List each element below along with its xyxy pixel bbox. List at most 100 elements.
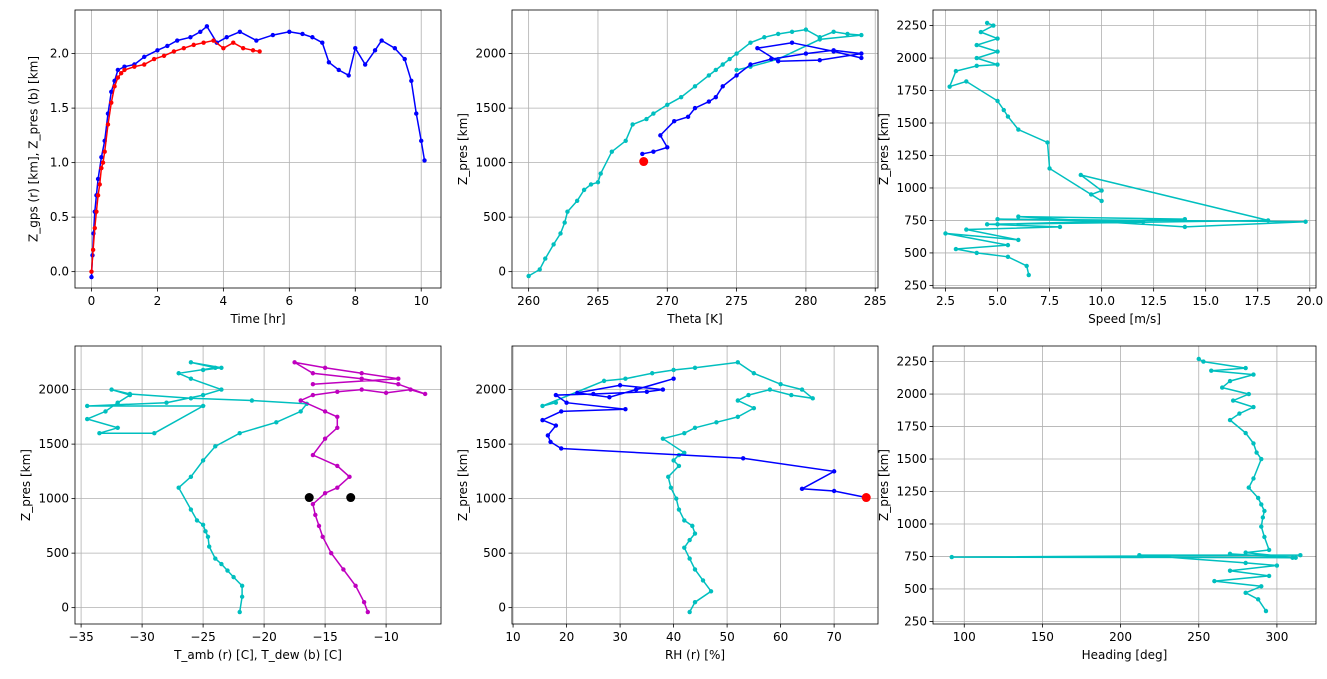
data-point [422, 158, 427, 163]
series-line [90, 25, 426, 278]
y-tick-label: 250 [904, 278, 927, 292]
data-point [188, 474, 194, 480]
data-point [651, 111, 656, 116]
data-point [221, 45, 226, 51]
data-point [551, 242, 556, 247]
y-tick-label: 1000 [896, 181, 927, 195]
data-point [335, 463, 340, 469]
data-point [151, 56, 157, 62]
y-axis-label: Z_pres [km] [877, 449, 891, 521]
x-axis-label: RH (r) [%] [665, 648, 725, 662]
data-point [633, 387, 639, 392]
data-point [540, 417, 545, 423]
data-point [1303, 219, 1308, 224]
data-point [1251, 441, 1256, 446]
y-tick-label: 500 [904, 246, 927, 260]
data-point [617, 383, 623, 388]
data-point [419, 138, 424, 144]
data-point [676, 507, 682, 512]
x-tick-label: 2.5 [936, 294, 955, 308]
data-point [575, 390, 580, 396]
data-point [85, 416, 90, 422]
data-point [1266, 573, 1272, 579]
data-point [127, 392, 133, 398]
x-tick-label: −35 [68, 630, 93, 644]
data-point [682, 518, 687, 523]
data-point [213, 444, 218, 449]
y-tick-label: 1750 [896, 84, 927, 98]
data-point [188, 507, 194, 512]
data-point [171, 49, 177, 54]
x-tick-label: 5.0 [988, 294, 1007, 308]
data-point [1137, 552, 1142, 558]
series-line [540, 377, 867, 499]
y-tick-label: 1000 [475, 492, 506, 506]
x-tick-label: 285 [864, 294, 887, 308]
y-tick-label: 1000 [896, 517, 927, 531]
x-tick-label: 300 [1265, 630, 1288, 644]
data-point [274, 420, 279, 425]
data-point [845, 31, 850, 37]
data-point [658, 133, 663, 138]
data-point [298, 409, 303, 414]
data-point [1005, 114, 1011, 119]
data-point [1227, 417, 1233, 423]
plot-area [949, 356, 1303, 614]
y-tick-label: 2000 [38, 383, 69, 397]
y-tick-label: 1250 [896, 148, 927, 162]
data-point [322, 436, 328, 441]
data-point [553, 423, 559, 428]
data-point [225, 568, 230, 573]
x-tick-label: 265 [587, 294, 610, 308]
data-point [1227, 568, 1233, 573]
series-line [84, 361, 309, 613]
data-point [1243, 560, 1248, 566]
data-point [249, 398, 255, 403]
subplot-2: 260 265 270 275 280 285 0 500 1000 1500 2000 Theta … [456, 9, 887, 326]
y-tick-label: 2250 [896, 19, 927, 33]
data-point [682, 450, 687, 456]
data-point [1251, 372, 1256, 377]
data-point [361, 599, 367, 605]
data-point [359, 376, 364, 381]
data-point [799, 486, 805, 492]
data-point [859, 55, 864, 61]
data-point [1262, 534, 1267, 540]
data-point [200, 522, 206, 527]
data-point [99, 154, 104, 160]
data-point [109, 89, 114, 94]
data-point [396, 381, 401, 387]
data-point [1201, 359, 1206, 364]
data-point [1227, 551, 1233, 557]
subplot-5: 10 20 30 40 50 60 70 0 500 1000 1500 2000 RH (r) [%]… [456, 345, 879, 662]
data-point [191, 42, 196, 48]
y-tick-label: 1.5 [50, 101, 69, 115]
data-point [359, 371, 364, 376]
data-point [1182, 224, 1188, 230]
data-point [734, 51, 739, 56]
data-point [665, 145, 670, 150]
data-point [142, 62, 147, 67]
x-tick-label: 7.5 [1040, 294, 1059, 308]
data-point [176, 371, 181, 376]
data-point [690, 523, 695, 529]
data-point [194, 518, 200, 523]
x-tick-label: 12.5 [1140, 294, 1167, 308]
data-point [224, 35, 229, 40]
data-point [326, 60, 332, 65]
data-point [553, 400, 559, 405]
data-point [1141, 219, 1146, 224]
data-point [676, 463, 682, 469]
data-point [751, 405, 757, 411]
plot-area [526, 27, 864, 279]
y-tick-label: 750 [904, 549, 927, 563]
data-point [200, 458, 206, 463]
highlight-point [346, 493, 356, 503]
data-point [132, 64, 137, 69]
data-point [320, 40, 325, 45]
axes-frame [74, 345, 442, 625]
y-tick-label: 1500 [896, 452, 927, 466]
data-point [409, 78, 414, 84]
data-point [213, 556, 218, 561]
